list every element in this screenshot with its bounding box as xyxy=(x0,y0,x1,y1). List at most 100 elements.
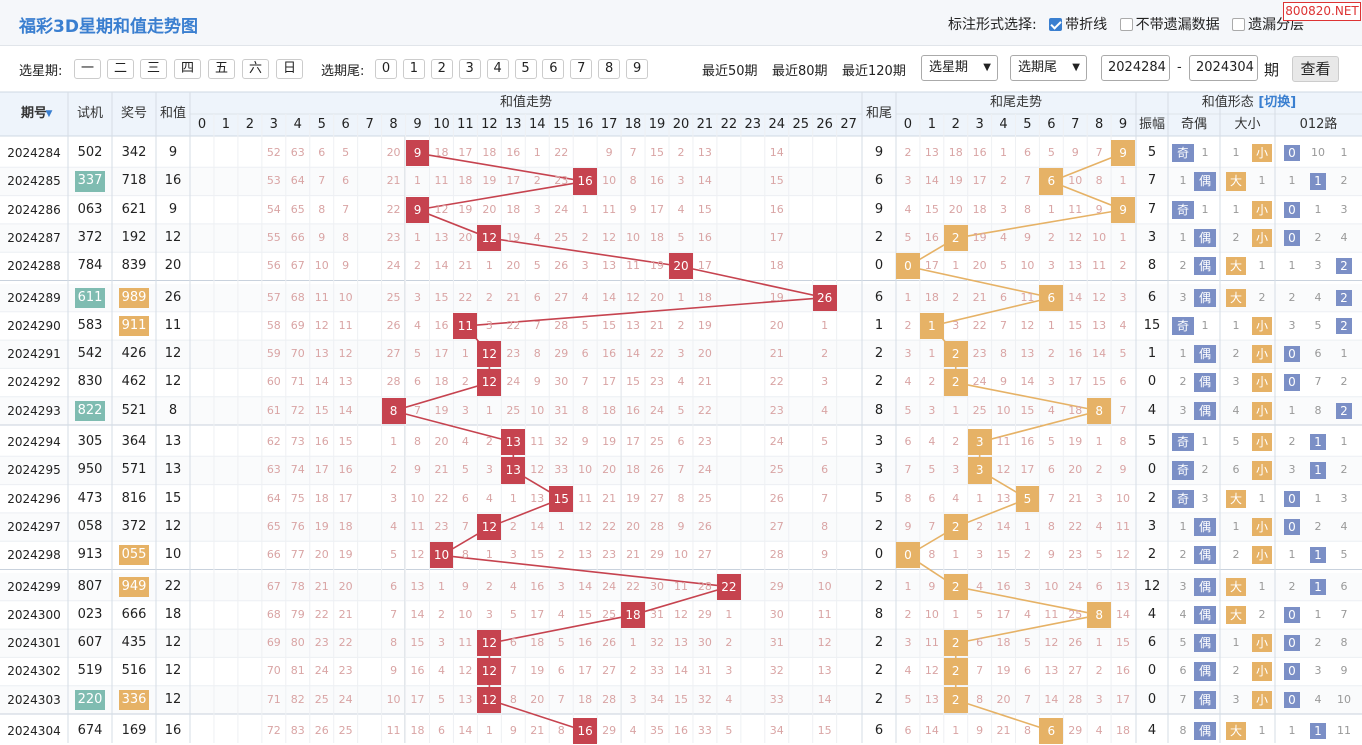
sum-hit-value: 12 xyxy=(481,347,497,362)
size-omit: 1 xyxy=(1232,636,1240,650)
tail-omit-value: 16 xyxy=(924,230,939,244)
road-value: 0 xyxy=(1288,491,1296,506)
tail-omit-value: 19 xyxy=(996,664,1011,678)
polyline-checkbox[interactable] xyxy=(1049,18,1063,31)
road-omit: 1 xyxy=(1314,202,1322,216)
weekday-button[interactable]: 一 xyxy=(74,59,101,79)
view-button[interactable]: 查看 xyxy=(1292,56,1339,82)
recent-80-link[interactable]: 最近80期 xyxy=(772,64,828,79)
tail-button[interactable]: 8 xyxy=(598,59,621,79)
tail-omit-value: 6 xyxy=(1023,146,1031,159)
tail-omit-value: 22 xyxy=(1068,519,1083,533)
tail-button[interactable]: 1 xyxy=(402,59,425,79)
tail-omit-value: 20 xyxy=(1068,463,1083,477)
sum-cell: 22 xyxy=(164,578,182,594)
tail-omit-value: 16 xyxy=(1116,664,1131,678)
sum-omit-value: 19 xyxy=(314,519,329,533)
weekday-button[interactable]: 二 xyxy=(107,59,134,79)
tail-button[interactable]: 2 xyxy=(430,59,453,79)
size-hit xyxy=(1252,546,1272,565)
sum-omit-value: 4 xyxy=(509,579,517,593)
weekday-button[interactable]: 六 xyxy=(242,59,269,79)
display-options: 标注形式选择: 带折线 不带遗漏数据 遗漏分层 xyxy=(948,14,1304,34)
road-value: 0 xyxy=(1288,636,1296,651)
tail-omit-value: 3 xyxy=(952,463,960,477)
parity-value: 偶 xyxy=(1198,692,1211,707)
no-omit-checkbox[interactable] xyxy=(1119,18,1133,31)
tail-button[interactable]: 5 xyxy=(514,59,537,79)
tail-hit-value: 0 xyxy=(904,259,912,274)
sum-column-header: 13 xyxy=(505,117,522,132)
sum-omit-value: 19 xyxy=(506,230,521,244)
sum-column-header: 20 xyxy=(672,117,690,132)
parity-value: 偶 xyxy=(1198,519,1211,534)
recent-50-link[interactable]: 最近50期 xyxy=(702,64,758,79)
sum-omit-value: 23 xyxy=(386,230,401,244)
size-value: 大 xyxy=(1229,724,1242,738)
period-from-input[interactable]: 2024284 xyxy=(1101,55,1170,81)
polyline-label[interactable]: 带折线 xyxy=(1065,17,1108,33)
weekday-button[interactable]: 四 xyxy=(174,59,201,79)
sum-omit-value: 6 xyxy=(677,435,685,448)
sum-omit-value: 25 xyxy=(386,290,401,304)
tail-button[interactable]: 9 xyxy=(626,59,649,79)
weekday-button[interactable]: 三 xyxy=(140,59,167,79)
period-to-input[interactable]: 2024304 xyxy=(1189,55,1258,81)
recent-120-link[interactable]: 最近120期 xyxy=(842,64,906,79)
sort-icon[interactable]: ▼ xyxy=(45,109,53,119)
tail-omit-value: 14 xyxy=(996,519,1011,533)
road-hit xyxy=(1284,201,1300,218)
sum-column-header: 21 xyxy=(696,117,714,132)
omit-layer-label[interactable]: 遗漏分层 xyxy=(1248,17,1305,33)
sum-omit-value: 15 xyxy=(769,174,784,188)
tail-omit-value: 15 xyxy=(1020,403,1035,417)
sum-omit-value: 18 xyxy=(434,146,449,159)
omit-layer-checkbox[interactable] xyxy=(1232,18,1246,31)
sum-omit-value: 12 xyxy=(410,548,425,562)
road-value: 2 xyxy=(1340,290,1348,305)
sum-omit-value: 4 xyxy=(677,375,685,389)
weekday-select[interactable]: 选星期 ▼ xyxy=(921,55,998,81)
sum-omit-value: 14 xyxy=(314,375,329,389)
sum-omit-value: 2 xyxy=(725,636,733,650)
no-omit-label[interactable]: 不带遗漏数据 xyxy=(1135,17,1220,33)
sum-omit-value: 60 xyxy=(266,375,281,389)
switch-link[interactable]: [切换] xyxy=(1253,95,1297,110)
period-cell: 2024287 xyxy=(7,230,61,245)
tail-button[interactable]: 3 xyxy=(458,59,481,79)
period-cell: 2024295 xyxy=(7,463,61,478)
chevron-down-icon: ▼ xyxy=(983,62,991,73)
tail-button[interactable]: 4 xyxy=(486,59,509,79)
parity-omit: 1 xyxy=(1201,435,1209,448)
tail-column-header: 0 xyxy=(903,117,913,132)
weekday-button[interactable]: 日 xyxy=(276,59,303,79)
weekday-button[interactable]: 五 xyxy=(208,59,235,79)
sum-omit-value: 9 xyxy=(414,463,422,477)
tail-omit-value: 1 xyxy=(952,259,960,273)
sum-omit-value: 34 xyxy=(769,724,784,737)
draw-highlight xyxy=(119,689,149,710)
parity-value: 偶 xyxy=(1198,636,1211,651)
tail-button[interactable]: 6 xyxy=(542,59,565,79)
tail-button[interactable]: 7 xyxy=(570,59,593,79)
tail-button[interactable]: 0 xyxy=(375,59,397,79)
road-hit xyxy=(1284,518,1300,536)
period-cell: 2024286 xyxy=(7,202,61,217)
sum-omit-value: 18 xyxy=(769,259,784,273)
trial-cell: 220 xyxy=(77,691,103,707)
sum-omit-value: 12 xyxy=(530,463,545,477)
tail-omit-value: 3 xyxy=(904,347,912,361)
tail-omit-value: 4 xyxy=(1095,724,1103,737)
period-header[interactable]: 期号 xyxy=(20,106,47,121)
sum-omit-value: 5 xyxy=(581,318,589,332)
road-omit: 1 xyxy=(1288,174,1296,188)
tail-select[interactable]: 选期尾 ▼ xyxy=(1010,55,1087,81)
tail-omit-value: 28 xyxy=(1068,692,1083,706)
sum-omit-value: 15 xyxy=(697,202,712,216)
tail-omit-value: 5 xyxy=(1000,259,1008,273)
form-header-label: 和值形态 xyxy=(1201,95,1254,110)
road-hit xyxy=(1284,229,1300,247)
tail-omit-value: 1 xyxy=(976,491,984,505)
road-value: 0 xyxy=(1288,202,1296,217)
row-stripe xyxy=(0,283,1362,312)
